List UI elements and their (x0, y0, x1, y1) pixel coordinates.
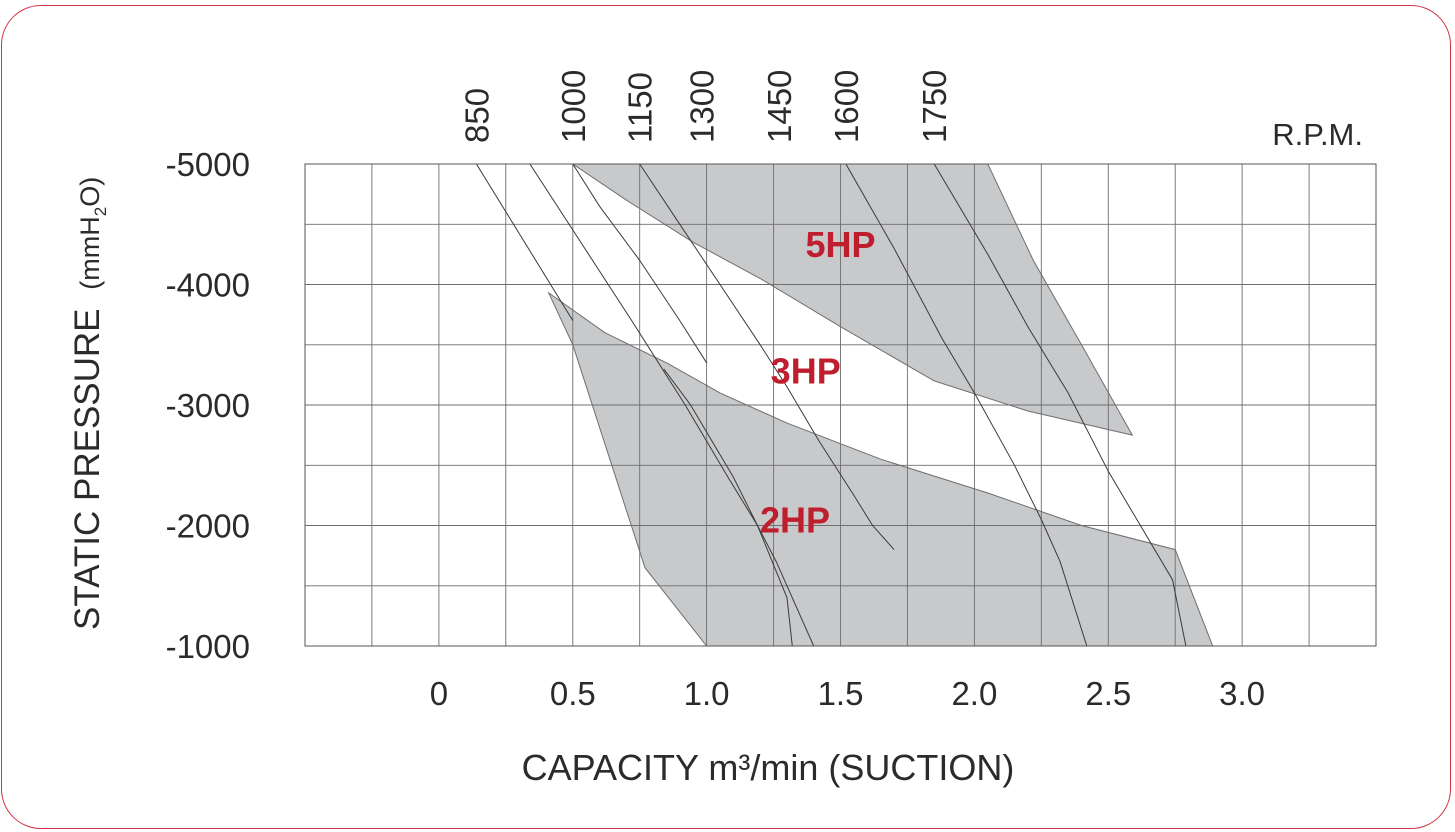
axis-tick-labels: 0 0.5 1.0 1.5 2.0 2.5 3.0 -5000 -4000 -3000 -2000 -… (166, 146, 1265, 712)
x-tick-label: 1.0 (684, 675, 730, 712)
y-tick-label: -1000 (166, 628, 250, 665)
rpm-curve-1300 (529, 163, 815, 647)
rpm-label-1750: 1750 (916, 70, 953, 143)
rpm-curve-1000 (572, 163, 708, 364)
rpm-tick-labels: 850 1000 1150 1300 1450 1600 1750 (458, 70, 953, 143)
x-tick-label: 2.0 (951, 675, 997, 712)
y-axis-title-main: STATIC PRESSURE (68, 308, 107, 630)
y-axis-title: STATIC PRESSURE (mmH2O) (68, 177, 110, 630)
y-axis-title-unit-end: O) (75, 177, 105, 207)
x-axis-title: CAPACITY m³/min (SUCTION) (522, 747, 1015, 788)
grid-lines (305, 164, 1376, 646)
rpm-curve-850 (475, 163, 574, 321)
rpm-label-850: 850 (458, 88, 495, 143)
y-tick-label: -3000 (166, 387, 250, 424)
hp-labels: 5HP 3HP 2HP (760, 224, 876, 541)
rpm-label-1600: 1600 (828, 70, 865, 143)
hp-regions (547, 163, 1214, 647)
region-5hp (571, 163, 1134, 436)
rpm-label-1300: 1300 (683, 70, 720, 143)
rpm-label-1000: 1000 (555, 70, 592, 143)
x-tick-label: 2.5 (1085, 675, 1131, 712)
region-2hp (547, 291, 1214, 647)
y-axis-title-unit: (mmH (75, 216, 105, 289)
rpm-curve-1450 (663, 368, 793, 647)
hp-label-5hp: 5HP (805, 224, 875, 265)
rpm-curves (475, 163, 1187, 647)
y-tick-label: -5000 (166, 146, 250, 183)
rpm-label-1150: 1150 (622, 72, 659, 143)
y-tick-label: -4000 (166, 267, 250, 304)
plot-frame (304, 163, 1377, 647)
x-tick-label: 0.5 (550, 675, 596, 712)
rpm-curve-1750 (933, 163, 1187, 647)
y-tick-label: -2000 (166, 508, 250, 545)
rpm-label-1450: 1450 (761, 70, 798, 143)
x-tick-label: 0 (430, 675, 448, 712)
rpm-label: R.P.M. (1272, 117, 1363, 152)
x-tick-label: 3.0 (1219, 675, 1265, 712)
hp-label-3hp: 3HP (771, 350, 841, 391)
y-axis-title-unit-sub: 2 (91, 207, 110, 216)
rpm-curve-1600 (845, 163, 1088, 647)
hp-label-2hp: 2HP (760, 500, 830, 541)
rpm-curve-1150 (639, 163, 895, 550)
x-tick-label: 1.5 (818, 675, 864, 712)
